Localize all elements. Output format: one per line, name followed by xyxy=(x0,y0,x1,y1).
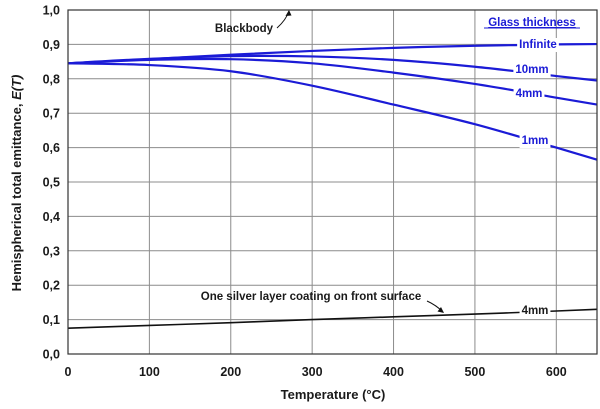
legend-title: Glass thickness xyxy=(488,17,576,29)
label-1mm-bg xyxy=(519,134,551,148)
x-tick-label: 400 xyxy=(383,365,404,379)
y-tick-label: 0,7 xyxy=(43,107,60,121)
label-4mm-black: 4mm xyxy=(522,305,549,317)
y-tick-label: 0,8 xyxy=(43,72,60,86)
label-1mm: 1mm xyxy=(522,135,549,147)
label-silver-coating: One silver layer coating on front surfac… xyxy=(201,291,421,303)
x-tick-label: 500 xyxy=(464,365,485,379)
y-tick-label: 0,3 xyxy=(43,244,60,258)
x-tick-label: 200 xyxy=(220,365,241,379)
label-infinite-bg xyxy=(517,38,559,52)
label-10mm: 10mm xyxy=(515,64,548,76)
x-tick-label: 600 xyxy=(546,365,567,379)
y-tick-label: 0,6 xyxy=(43,141,60,155)
label-4mm-black-bg xyxy=(519,304,551,318)
label-10mm-bg xyxy=(513,63,551,77)
plot-frame xyxy=(67,9,598,355)
y-tick-label: 0,2 xyxy=(43,279,60,293)
x-tick-label: 300 xyxy=(302,365,323,379)
y-axis-title-italic: E(T) xyxy=(9,75,24,100)
y-axis-title: Hemispherical total emittance, E(T) xyxy=(9,75,24,292)
y-tick-label: 0,1 xyxy=(43,313,60,327)
y-tick-label: 0,5 xyxy=(43,176,60,190)
label-blackbody: Blackbody xyxy=(215,23,274,35)
label-4mm-blue-bg xyxy=(513,87,545,101)
y-axis-title-main: Hemispherical total emittance, xyxy=(9,104,24,292)
y-tick-label: 0,9 xyxy=(43,38,60,52)
label-4mm-blue: 4mm xyxy=(516,88,543,100)
y-tick-label: 0,0 xyxy=(43,348,60,362)
x-tick-label: 0 xyxy=(65,365,72,379)
x-axis-title: Temperature (°C) xyxy=(281,387,386,402)
x-tick-label: 100 xyxy=(139,365,160,379)
y-tick-label: 1,0 xyxy=(43,4,60,18)
annotation-layer: Glass thickness Infinite 10mm 4mm 1mm 4mm Blac… xyxy=(201,10,580,318)
blackbody-arrowhead xyxy=(285,10,292,16)
y-tick-label: 0,4 xyxy=(43,210,60,224)
label-infinite: Infinite xyxy=(519,39,557,51)
axis-layer: 0,0 0,1 0,2 0,3 0,4 0,5 0,6 0,7 0,8 0,9 1,0 0 100 200… xyxy=(43,4,598,379)
silver-coating-arrowhead xyxy=(437,307,444,313)
